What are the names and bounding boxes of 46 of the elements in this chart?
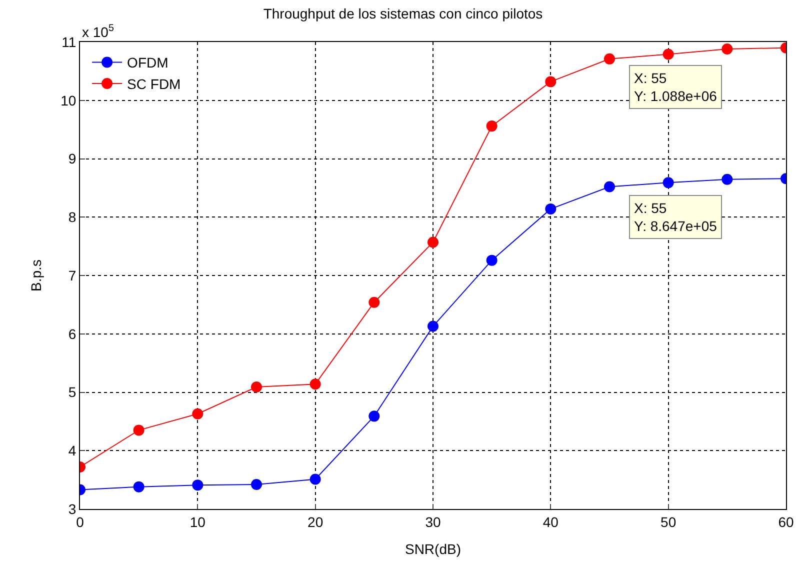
x-tick-label: 60 [778, 514, 794, 530]
point [722, 174, 733, 185]
point [192, 480, 204, 491]
x-tick-label: 10 [190, 514, 206, 530]
point [251, 478, 262, 490]
y-tick-label: 8 [68, 209, 76, 226]
x-tick-label: 0 [76, 514, 84, 530]
point [251, 382, 262, 392]
y-tick-label: 6 [68, 326, 76, 342]
point [662, 177, 674, 188]
y-tick-label: 7 [68, 267, 76, 284]
point [662, 48, 674, 60]
point [486, 254, 498, 266]
y-tick-label: 3 [68, 500, 76, 517]
annotation: X: 55 Y: 8.647e+05 [634, 200, 718, 234]
point [368, 410, 380, 422]
y-tick-label: 9 [68, 150, 76, 167]
y-tick-label: 10 [60, 92, 76, 108]
point [722, 44, 733, 54]
point [428, 236, 438, 248]
legend-label: SC FDM [127, 76, 181, 92]
y-tick-label: 5 [68, 384, 76, 400]
annotation: X: 55 Y: 1.088e+06 [634, 70, 718, 104]
point [310, 378, 321, 390]
x-tick-label: 50 [660, 514, 676, 530]
y-tick-label: 4 [68, 442, 76, 459]
point [133, 424, 144, 436]
y-tick-label: 11 [62, 34, 76, 50]
text: x 10$^{5}$ [82, 23, 114, 40]
x-tick-label: 40 [542, 514, 559, 530]
point [192, 408, 204, 420]
point [604, 53, 615, 64]
legend-label: OFDM [127, 54, 168, 71]
point [486, 120, 498, 132]
point [368, 296, 380, 308]
point [428, 320, 438, 332]
point [604, 181, 615, 192]
chart-title: Throughput de los sistemas con cinco pilotos [263, 5, 543, 22]
point [310, 474, 321, 485]
point [545, 203, 556, 214]
x-tick-label: 20 [308, 514, 324, 530]
point [133, 481, 144, 492]
x-axis-title: SNR(dB) [404, 541, 462, 558]
y-axis-title: B.p.s [28, 260, 44, 292]
point [545, 76, 556, 88]
x-tick-label: 30 [425, 514, 441, 530]
